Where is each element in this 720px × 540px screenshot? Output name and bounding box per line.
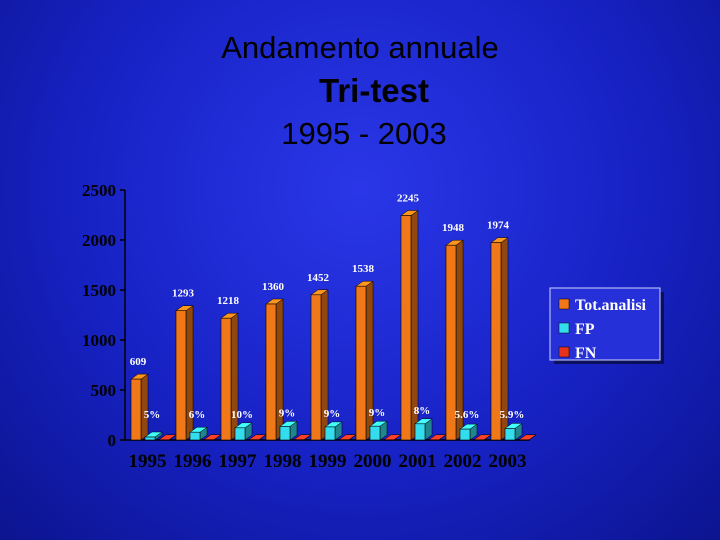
bar-fn-2001-front	[428, 439, 440, 441]
bar-tot-analisi-2001	[400, 210, 419, 441]
bar-fp-1996-front	[189, 431, 201, 441]
bar-fp-1996	[189, 426, 208, 441]
data-label-total: 1293	[172, 288, 195, 300]
slide-title-line3: 1995 - 2003	[281, 116, 447, 151]
bar-tot-analisi-2003-front	[490, 242, 502, 441]
y-tick-label: 2000	[82, 231, 116, 250]
bar-tot-analisi-1997	[220, 312, 239, 441]
data-label-total: 1974	[487, 220, 510, 232]
bar-fp-2000-front	[369, 425, 381, 441]
slide-title-line2: Tri-test	[318, 72, 430, 109]
x-tick-label: 1999	[309, 451, 347, 472]
bar-tot-analisi-1996-front	[175, 310, 187, 441]
bar-tot-analisi-1999-front	[310, 294, 322, 441]
bar-fn-2000-front	[383, 439, 395, 441]
data-label-total: 1360	[262, 281, 285, 293]
bar-fn-1998	[293, 434, 312, 441]
bar-fp-2002-front	[459, 428, 471, 441]
bar-layer	[130, 210, 537, 441]
bar-tot-analisi-2000	[355, 280, 374, 441]
data-label-fp: 9%	[324, 408, 341, 420]
data-label-fp: 5%	[144, 409, 161, 421]
bar-fn-1995	[158, 434, 177, 441]
x-tick-label: 1995	[129, 451, 167, 472]
bar-tot-analisi-1995-front	[130, 378, 142, 441]
bar-fn-2002-front	[473, 439, 485, 441]
bar-fp-1997-front	[234, 427, 246, 441]
bar-tot-analisi-1995-side	[140, 373, 149, 441]
data-label-total: 1218	[217, 295, 240, 307]
data-label-fp: 9%	[369, 407, 386, 419]
bar-tot-analisi-1997-front	[220, 317, 232, 441]
bar-tot-analisi-2002-front	[445, 244, 457, 441]
y-tick-label: 1000	[82, 331, 116, 350]
bar-fn-1996	[203, 434, 222, 441]
x-tick-label: 1996	[174, 451, 212, 472]
data-label-fp: 5.9%	[500, 409, 525, 421]
x-tick-label: 2002	[444, 451, 482, 472]
label-layer: 1995 609 5% 1996 1293 6% 1997 1218 10% 1998 1360 9%…	[129, 193, 527, 473]
bar-fp-2003-front	[504, 428, 516, 441]
bar-tot-analisi-2000-front	[355, 285, 367, 441]
legend: Tot.analisi FP FN	[549, 287, 664, 364]
data-label-fp: 10%	[231, 409, 253, 421]
bar-fp-1998	[279, 420, 298, 441]
x-tick-label: 1997	[219, 451, 258, 472]
y-tick-label: 1500	[82, 281, 116, 300]
bar-fn-1996-front	[203, 439, 215, 441]
bar-tot-analisi-1997-side	[230, 312, 239, 441]
bar-fp-1999-front	[324, 426, 336, 441]
bar-fp-1995	[144, 431, 163, 441]
bar-fn-2003	[518, 434, 537, 441]
data-label-fp: 8%	[414, 405, 431, 417]
legend-swatch	[558, 346, 570, 358]
data-label-total: 2245	[397, 193, 420, 205]
bar-tot-analisi-2001-front	[400, 215, 412, 441]
bar-tot-analisi-1999	[310, 289, 329, 441]
data-label-fp: 9%	[279, 407, 296, 419]
data-label-total: 1948	[442, 222, 465, 234]
bar-tot-analisi-2002	[445, 239, 464, 441]
data-label-total: 609	[130, 356, 147, 368]
bar-fn-1997	[248, 434, 267, 441]
bar-fp-2002	[459, 423, 478, 441]
bar-fn-1995-front	[158, 439, 170, 441]
legend-label: Tot.analisi	[575, 297, 647, 314]
data-label-total: 1538	[352, 263, 375, 275]
bar-fp-1999	[324, 421, 343, 441]
bar-fn-2001	[428, 434, 447, 441]
bar-fn-2003-front	[518, 439, 530, 441]
y-tick-label: 2500	[82, 181, 116, 200]
bar-fp-2000	[369, 420, 388, 441]
y-tick-label: 0	[108, 431, 117, 450]
bar-tot-analisi-1998-front	[265, 303, 277, 441]
data-label-fp: 5.6%	[455, 409, 480, 421]
legend-swatch	[558, 322, 570, 334]
slide-title-line1: Andamento annuale	[221, 30, 499, 65]
bar-fp-2001-front	[414, 423, 426, 441]
data-label-fp: 6%	[189, 409, 206, 421]
data-label-total: 1452	[307, 272, 330, 284]
x-tick-label: 1998	[264, 451, 302, 472]
x-tick-label: 2003	[489, 451, 527, 472]
bar-fn-1999-front	[338, 439, 350, 441]
bar-fp-1995-front	[144, 436, 156, 441]
bar-fn-1998-front	[293, 439, 305, 441]
legend-label: FP	[575, 321, 595, 338]
bar-fp-2003	[504, 422, 523, 441]
bar-fn-1997-front	[248, 439, 260, 441]
legend-swatch	[558, 298, 570, 310]
y-tick-label: 500	[91, 381, 117, 400]
legend-label: FN	[575, 345, 597, 362]
bar-fp-1997	[234, 422, 253, 441]
x-tick-label: 2000	[354, 451, 392, 472]
bar-fp-1998-front	[279, 426, 291, 441]
bar-tot-analisi-1995	[130, 373, 149, 441]
bar-fp-2001	[414, 418, 433, 441]
x-tick-label: 2001	[399, 451, 437, 472]
